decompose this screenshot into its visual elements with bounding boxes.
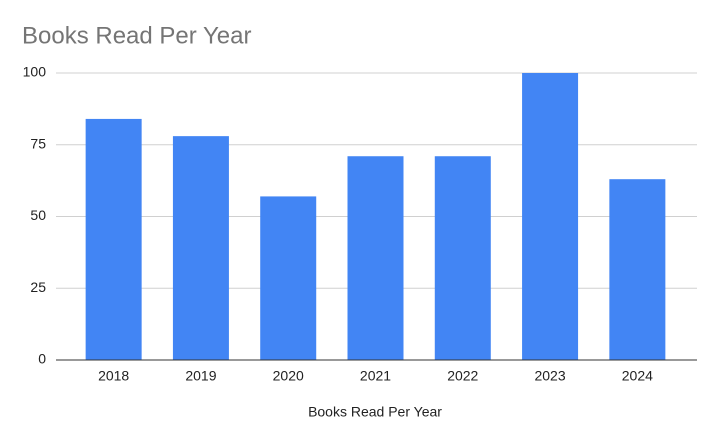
x-tick-label: 2023: [534, 368, 565, 384]
bar: [85, 118, 142, 360]
y-tick-label: 0: [38, 351, 46, 367]
x-tick-label: 2020: [273, 368, 304, 384]
chart-title: Books Read Per Year: [22, 22, 252, 49]
bar: [522, 73, 579, 360]
x-tick-label: 2022: [447, 368, 478, 384]
x-tick-label: 2024: [622, 368, 653, 384]
bar: [260, 196, 317, 360]
x-tick-label: 2019: [185, 368, 216, 384]
y-tick-label: 75: [30, 135, 46, 151]
y-tick-label: 25: [30, 279, 46, 295]
x-tick-label: 2018: [98, 368, 129, 384]
x-tick-label: 2021: [360, 368, 391, 384]
bar: [347, 156, 404, 360]
y-tick-label: 100: [23, 64, 47, 80]
x-axis-label: Books Read Per Year: [308, 404, 442, 420]
y-tick-label: 50: [30, 207, 46, 223]
bar: [172, 136, 229, 360]
bar: [434, 156, 491, 360]
bar: [609, 179, 666, 360]
